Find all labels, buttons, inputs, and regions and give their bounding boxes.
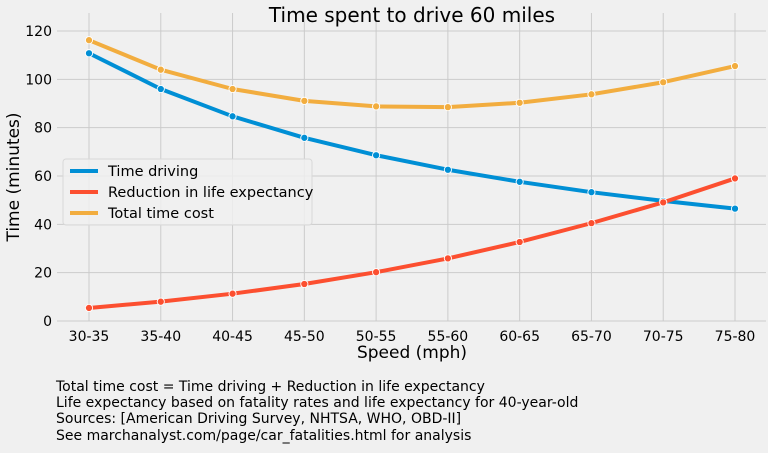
series-line bbox=[87, 176, 737, 310]
y-tick-label: 80 bbox=[34, 121, 52, 137]
y-tick-label: 20 bbox=[34, 266, 52, 282]
y-axis-label: Time (minutes) bbox=[4, 112, 24, 242]
footnote-4: See marchanalyst.com/page/car_fatalities… bbox=[56, 428, 471, 444]
data-point bbox=[515, 237, 524, 247]
x-tick-labels: 30-35 35-40 40-45 45-50 50-55 55-60 60-65 65-70… bbox=[69, 329, 756, 345]
footnote-1: Total time cost = Time driving + Reducti… bbox=[55, 379, 485, 395]
y-tick-label: 40 bbox=[34, 217, 52, 233]
data-point bbox=[443, 254, 452, 263]
data-point bbox=[300, 279, 309, 289]
data-point bbox=[730, 61, 740, 71]
legend-box bbox=[62, 158, 313, 226]
data-point bbox=[443, 103, 452, 112]
data-point bbox=[84, 36, 94, 45]
data-point bbox=[372, 102, 381, 111]
data-point bbox=[228, 84, 237, 94]
x-tick-label: 55-60 bbox=[428, 329, 469, 345]
data-point bbox=[730, 174, 740, 183]
x-tick-label: 75-80 bbox=[715, 329, 756, 345]
x-tick-label: 45-50 bbox=[284, 329, 325, 345]
data-point bbox=[730, 204, 740, 213]
data-point bbox=[84, 303, 94, 313]
x-tick-label: 40-45 bbox=[212, 329, 253, 345]
y-tick-labels: 0 20 40 60 80 100 120 bbox=[25, 24, 52, 330]
data-point bbox=[659, 198, 668, 207]
series-line bbox=[87, 38, 737, 110]
data-point bbox=[156, 65, 165, 74]
series-total-time-cost bbox=[84, 36, 740, 112]
data-point bbox=[587, 219, 596, 228]
legend-label: Total time cost bbox=[107, 206, 214, 222]
data-point bbox=[515, 98, 524, 107]
data-point bbox=[372, 151, 381, 160]
data-point bbox=[156, 84, 165, 94]
y-tick-label: 0 bbox=[43, 314, 52, 330]
data-point bbox=[587, 90, 596, 99]
data-point bbox=[587, 188, 596, 197]
footnote-2: Life expectancy based on fatality rates … bbox=[56, 395, 578, 411]
x-tick-label: 50-55 bbox=[356, 329, 397, 345]
footnotes: Total time cost = Time driving + Reducti… bbox=[55, 379, 578, 444]
x-tick-label: 30-35 bbox=[69, 329, 110, 345]
x-tick-label: 70-75 bbox=[643, 329, 684, 345]
data-point bbox=[228, 289, 237, 298]
data-point bbox=[228, 112, 237, 121]
chart-title: Time spent to drive 60 miles bbox=[268, 3, 555, 27]
footnote-3: Sources: [American Driving Survey, NHTSA… bbox=[56, 411, 461, 427]
data-point bbox=[372, 268, 381, 277]
y-tick-label: 120 bbox=[25, 24, 52, 40]
legend-label: Reduction in life expectancy bbox=[108, 185, 314, 201]
x-axis-label: Speed (mph) bbox=[357, 343, 467, 363]
series-reduction-in-life-expectancy bbox=[84, 174, 740, 313]
series-lines bbox=[84, 36, 740, 313]
legend: Time driving Reduction in life expectancy… bbox=[62, 158, 314, 226]
data-point bbox=[300, 133, 309, 142]
legend-label: Time driving bbox=[107, 164, 198, 180]
x-tick-label: 65-70 bbox=[571, 329, 612, 345]
data-point bbox=[300, 96, 309, 105]
series-line bbox=[87, 51, 737, 211]
data-point bbox=[659, 78, 668, 87]
data-point bbox=[515, 177, 524, 186]
data-point bbox=[156, 297, 165, 306]
x-tick-label: 60-65 bbox=[499, 329, 540, 345]
y-tick-label: 60 bbox=[34, 169, 52, 185]
data-point bbox=[443, 165, 452, 174]
x-tick-label: 35-40 bbox=[140, 329, 181, 345]
y-tick-label: 100 bbox=[25, 72, 52, 88]
data-point bbox=[84, 49, 94, 58]
